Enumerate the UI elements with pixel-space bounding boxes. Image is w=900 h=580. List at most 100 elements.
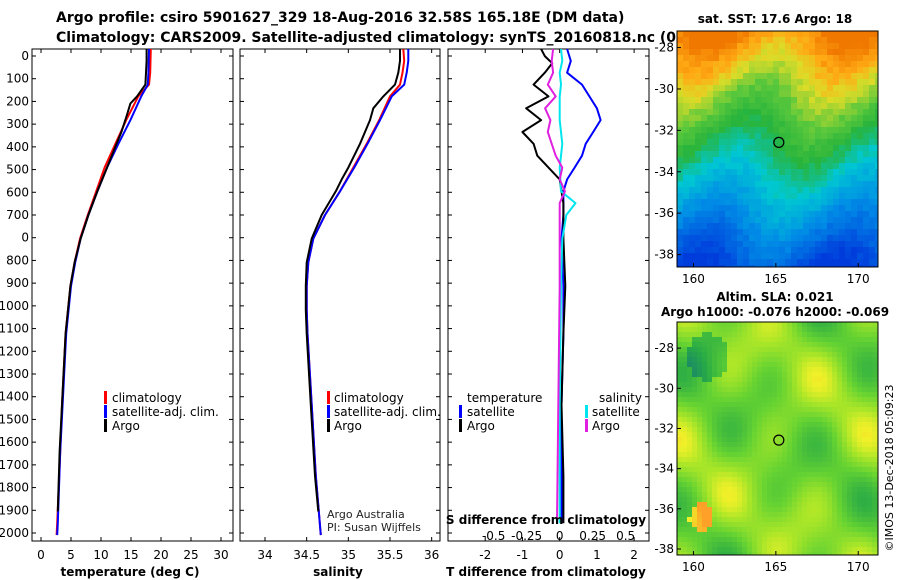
map-cell xyxy=(852,532,858,538)
map-cell xyxy=(701,133,708,140)
map-cell xyxy=(677,532,683,538)
map-cell xyxy=(732,442,738,448)
map-cell xyxy=(777,427,783,433)
map-cell xyxy=(683,253,690,260)
map-cell xyxy=(713,79,720,86)
map-cell xyxy=(707,352,713,358)
map-cell xyxy=(832,517,838,523)
map-cell xyxy=(797,447,803,453)
map-cell xyxy=(725,49,732,56)
map-cell xyxy=(712,527,718,533)
map-cell xyxy=(697,392,703,398)
map-cell xyxy=(697,352,703,358)
map-cell xyxy=(722,522,728,528)
map-cell xyxy=(797,187,804,194)
map-cell xyxy=(791,49,798,56)
map-cell xyxy=(725,37,732,44)
map-cell xyxy=(772,362,778,368)
map-cell xyxy=(852,437,858,443)
map-cell xyxy=(832,547,838,553)
map-cell xyxy=(872,407,878,413)
map-cell xyxy=(749,85,756,92)
map-cell xyxy=(807,387,813,393)
map-cell xyxy=(792,407,798,413)
map-cell xyxy=(809,187,816,194)
map-cell xyxy=(752,377,758,383)
map-cell xyxy=(767,547,773,553)
map-cell xyxy=(683,67,690,74)
map-cell xyxy=(695,73,702,80)
map-cell xyxy=(809,175,816,182)
map-cell xyxy=(782,477,788,483)
map-cell xyxy=(677,211,684,218)
map-cell xyxy=(677,175,684,182)
map-cell xyxy=(847,382,853,388)
map-cell xyxy=(862,507,868,513)
map-cell xyxy=(701,73,708,80)
map-cell xyxy=(875,217,879,224)
map-cell xyxy=(719,157,726,164)
map-cell xyxy=(761,115,768,122)
map-cell xyxy=(787,382,793,388)
map-cell xyxy=(803,133,810,140)
map-cell xyxy=(782,387,788,393)
map-cell xyxy=(832,352,838,358)
map-cell xyxy=(747,527,753,533)
map-cell xyxy=(773,121,780,128)
map-cell xyxy=(677,115,684,122)
map-cell xyxy=(677,522,683,528)
map-cell xyxy=(767,367,773,373)
map-cell xyxy=(752,367,758,373)
map-cell xyxy=(713,145,720,152)
map-cell xyxy=(695,79,702,86)
map-cell xyxy=(875,265,879,268)
map-cell xyxy=(719,67,726,74)
map-cell xyxy=(707,417,713,423)
map-cell xyxy=(725,55,732,62)
map-cell xyxy=(792,502,798,508)
map-cell xyxy=(777,337,783,343)
map-cell xyxy=(707,372,713,378)
map-cell xyxy=(842,432,848,438)
map-cell xyxy=(845,205,852,212)
map-cell xyxy=(702,337,708,343)
map-cell xyxy=(707,115,714,122)
map-cell xyxy=(752,472,758,478)
map-cell xyxy=(797,402,803,408)
map-cell xyxy=(732,437,738,443)
map-cell xyxy=(742,432,748,438)
map-cell xyxy=(707,91,714,98)
map-cell xyxy=(779,37,786,44)
map-cell xyxy=(832,397,838,403)
map-cell xyxy=(842,402,848,408)
map-cell xyxy=(862,417,868,423)
map-cell xyxy=(815,217,822,224)
map-cell xyxy=(821,73,828,80)
map-cell xyxy=(692,377,698,383)
map-cell xyxy=(869,247,876,254)
map-cell xyxy=(727,377,733,383)
map-cell xyxy=(787,347,793,353)
map-cell xyxy=(833,37,840,44)
map-cell xyxy=(732,347,738,353)
map-cell xyxy=(707,229,714,236)
map-cell xyxy=(677,259,684,266)
map-cell xyxy=(717,367,723,373)
map-cell xyxy=(827,121,834,128)
map-cell xyxy=(787,357,793,363)
map-cell xyxy=(797,517,803,523)
map-cell xyxy=(827,67,834,74)
map-cell xyxy=(867,507,873,513)
map-cell xyxy=(702,347,708,353)
map-cell xyxy=(777,537,783,543)
map-cell xyxy=(802,322,808,328)
map-cell xyxy=(767,241,774,248)
map-cell xyxy=(747,452,753,458)
map-cell xyxy=(809,181,816,188)
map-cell xyxy=(743,31,750,38)
map-cell xyxy=(822,407,828,413)
map-cell xyxy=(772,467,778,473)
map-cell xyxy=(743,145,750,152)
map-cell xyxy=(717,417,723,423)
map-cell xyxy=(797,175,804,182)
